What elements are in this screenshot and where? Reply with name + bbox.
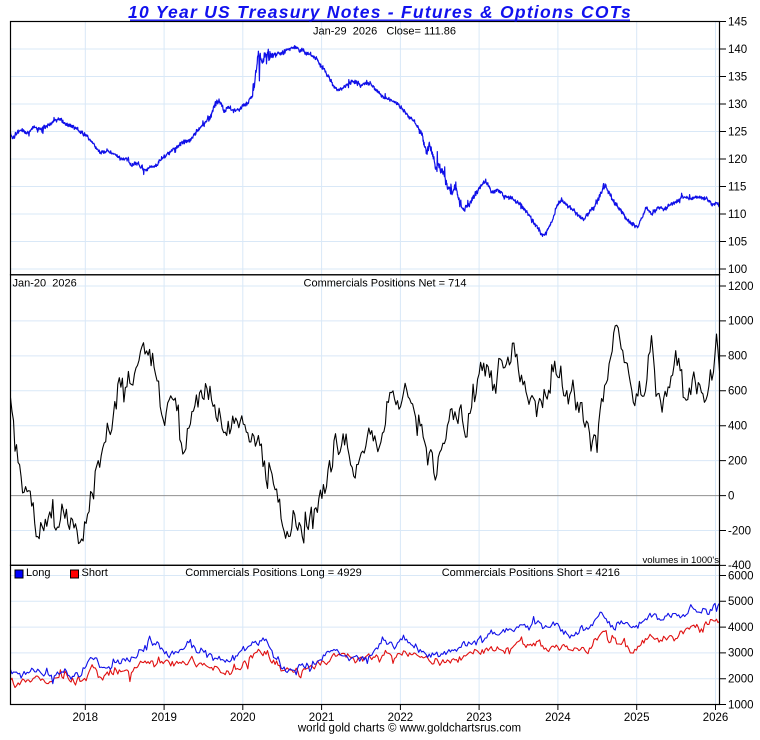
svg-text:2024: 2024: [545, 712, 571, 724]
svg-text:115: 115: [728, 181, 746, 193]
svg-text:1200: 1200: [728, 281, 754, 293]
svg-text:2021: 2021: [309, 712, 335, 724]
svg-text:4000: 4000: [728, 622, 754, 634]
svg-text:-200: -200: [728, 525, 751, 537]
svg-text:6000: 6000: [728, 570, 754, 582]
svg-text:105: 105: [728, 236, 747, 248]
svg-text:2000: 2000: [728, 674, 754, 686]
svg-text:Jan-29 2026 Close= 111.86: Jan-29 2026 Close= 111.86: [313, 26, 456, 38]
svg-text:Commercials Positions Long = 4: Commercials Positions Long = 4929: [185, 567, 361, 579]
svg-text:100: 100: [728, 264, 747, 276]
svg-text:2020: 2020: [230, 712, 256, 724]
svg-text:Commercials Positions Net = 71: Commercials Positions Net = 714: [304, 278, 467, 290]
svg-text:2022: 2022: [388, 712, 414, 724]
svg-text:3000: 3000: [728, 648, 754, 660]
svg-text:600: 600: [728, 386, 747, 398]
svg-text:Long: Long: [26, 567, 50, 579]
svg-text:Commercials Positions Short =: Commercials Positions Short = 4216: [442, 567, 620, 579]
svg-text:2026: 2026: [703, 712, 729, 724]
svg-text:volumes in 1000's: volumes in 1000's: [643, 555, 720, 566]
svg-text:800: 800: [728, 351, 747, 363]
svg-text:110: 110: [728, 209, 746, 221]
svg-text:10 Year US Treasury Notes - Fu: 10 Year US Treasury Notes - Futures & Op…: [128, 2, 632, 22]
svg-text:world gold charts © www.goldch: world gold charts © www.goldchartsrus.co…: [297, 722, 521, 734]
svg-text:0: 0: [728, 490, 734, 502]
svg-text:Jan-20 2026: Jan-20 2026: [13, 278, 77, 290]
svg-text:5000: 5000: [728, 596, 754, 608]
svg-text:2023: 2023: [466, 712, 492, 724]
svg-text:120: 120: [728, 154, 747, 166]
svg-text:145: 145: [728, 16, 747, 28]
svg-text:400: 400: [728, 421, 747, 433]
svg-text:1000: 1000: [728, 316, 754, 328]
svg-text:-400: -400: [728, 560, 751, 572]
svg-text:130: 130: [728, 99, 747, 111]
svg-text:2018: 2018: [73, 712, 99, 724]
svg-text:125: 125: [728, 126, 747, 138]
svg-text:Short: Short: [82, 567, 108, 579]
svg-text:140: 140: [728, 44, 747, 56]
svg-text:135: 135: [728, 71, 747, 83]
svg-text:2019: 2019: [151, 712, 177, 724]
svg-text:2025: 2025: [624, 712, 650, 724]
svg-text:1000: 1000: [728, 699, 754, 711]
svg-text:200: 200: [728, 455, 747, 467]
